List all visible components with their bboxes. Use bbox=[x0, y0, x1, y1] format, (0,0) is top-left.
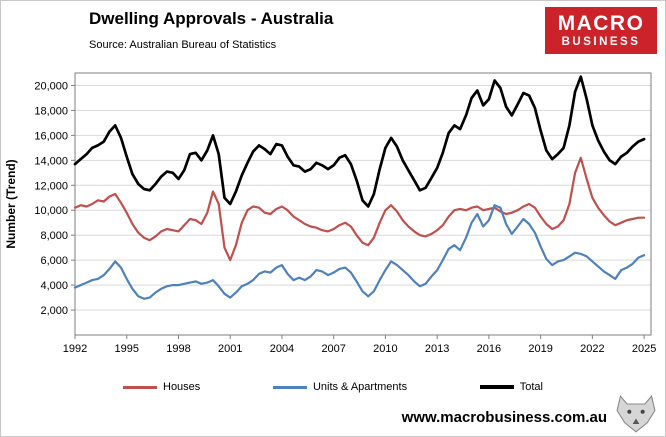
svg-text:Number (Trend): Number (Trend) bbox=[4, 159, 18, 248]
houses-line-swatch bbox=[123, 385, 157, 389]
legend-label-total: Total bbox=[519, 381, 543, 393]
svg-text:18,000: 18,000 bbox=[34, 105, 68, 117]
svg-text:4,000: 4,000 bbox=[40, 280, 68, 292]
svg-text:2022: 2022 bbox=[580, 343, 604, 355]
svg-text:20,000: 20,000 bbox=[34, 80, 68, 92]
units-line-swatch bbox=[272, 385, 307, 389]
wolf-logo-icon bbox=[613, 394, 659, 434]
legend-item-units: Units & Apartments bbox=[272, 381, 408, 393]
logo-text-business: BUSINESS bbox=[561, 35, 641, 48]
svg-text:14,000: 14,000 bbox=[34, 155, 68, 167]
svg-text:10,000: 10,000 bbox=[34, 205, 68, 217]
svg-text:12,000: 12,000 bbox=[34, 180, 68, 192]
svg-text:2013: 2013 bbox=[425, 343, 449, 355]
dwelling-approvals-line-chart: 2,000 4,000 6,000 8,000 10,000 12,000 14,000 16… bbox=[4, 72, 656, 355]
chart-title: Dwelling Approvals - Australia bbox=[89, 9, 334, 28]
macrobusiness-logo: MACRO BUSINESS bbox=[545, 7, 657, 54]
svg-text:2001: 2001 bbox=[218, 343, 242, 355]
svg-text:2016: 2016 bbox=[477, 343, 501, 355]
svg-text:6,000: 6,000 bbox=[40, 255, 68, 267]
svg-text:1992: 1992 bbox=[63, 343, 87, 355]
legend-item-houses: Houses bbox=[123, 381, 200, 393]
chart-legend: Houses Units & Apartments Total bbox=[123, 381, 543, 393]
svg-text:1995: 1995 bbox=[114, 343, 138, 355]
svg-text:2,000: 2,000 bbox=[40, 305, 68, 317]
svg-text:2010: 2010 bbox=[373, 343, 397, 355]
total-line-swatch bbox=[479, 385, 514, 389]
legend-item-total: Total bbox=[479, 381, 543, 393]
svg-text:2019: 2019 bbox=[528, 343, 552, 355]
logo-text-macro: MACRO bbox=[557, 11, 645, 35]
legend-label-houses: Houses bbox=[163, 381, 201, 393]
svg-text:1998: 1998 bbox=[166, 343, 190, 355]
legend-label-units: Units & Apartments bbox=[312, 381, 408, 393]
svg-text:2007: 2007 bbox=[321, 343, 345, 355]
svg-text:16,000: 16,000 bbox=[34, 130, 68, 142]
svg-text:2004: 2004 bbox=[270, 343, 294, 355]
svg-text:2025: 2025 bbox=[632, 343, 656, 355]
website-url: www.macrobusiness.com.au bbox=[401, 409, 607, 426]
chart-source: Source: Australian Bureau of Statistics bbox=[89, 39, 277, 51]
svg-text:8,000: 8,000 bbox=[40, 230, 68, 242]
